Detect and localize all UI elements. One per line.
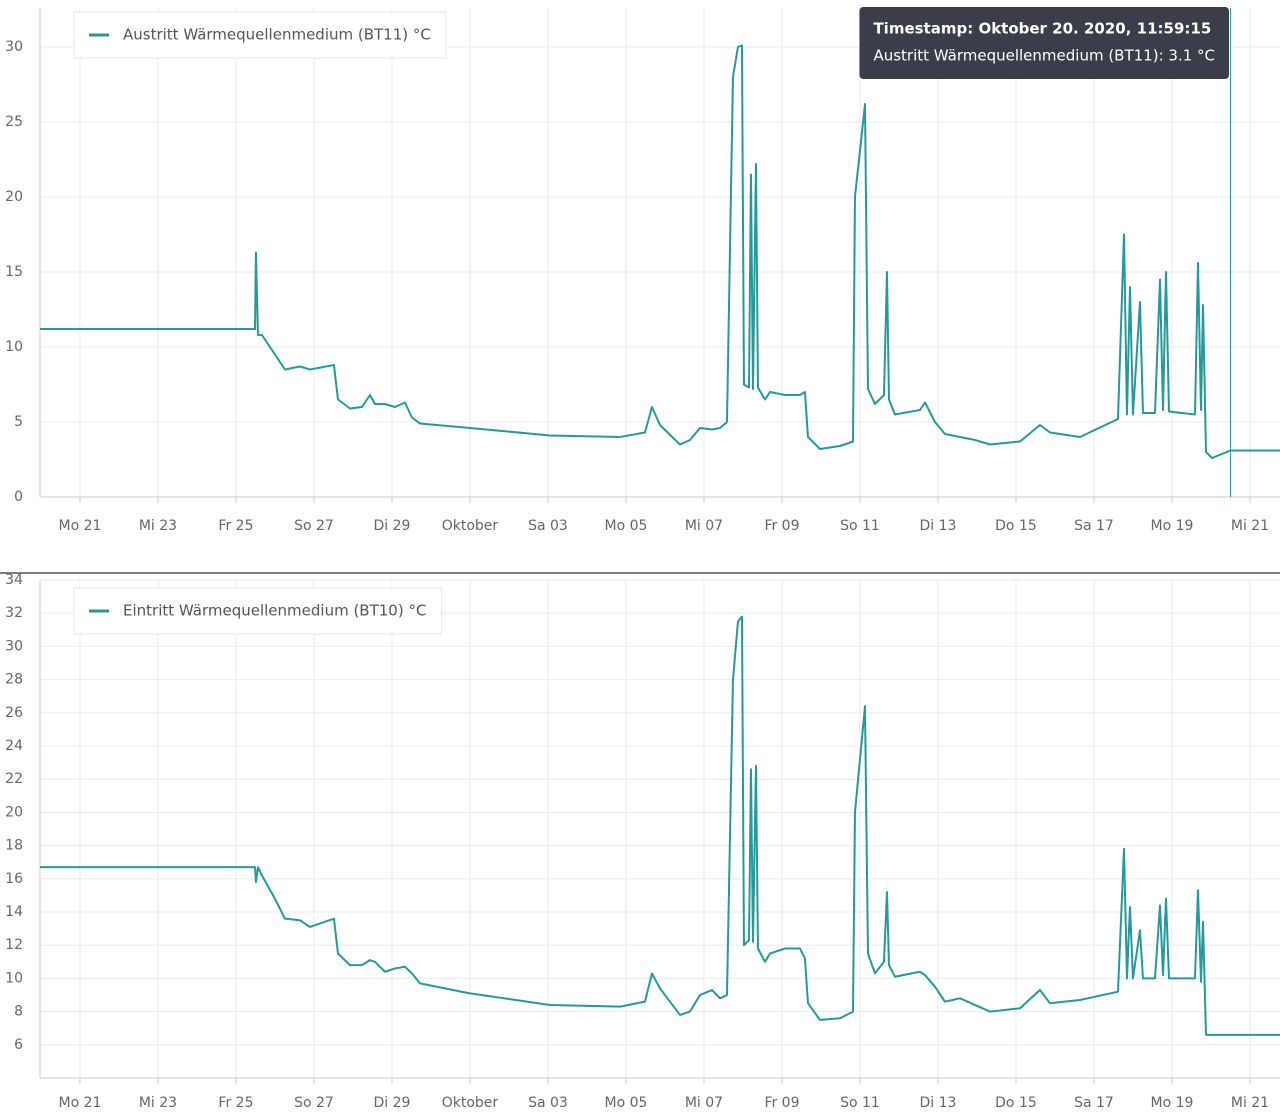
y-tick-label: 34 xyxy=(5,572,23,588)
x-tick-label: Sa 17 xyxy=(1074,518,1114,534)
x-tick-label: Mi 07 xyxy=(685,1095,723,1111)
x-tick-label: Mo 05 xyxy=(605,1095,648,1111)
y-tick-label: 30 xyxy=(5,638,23,654)
y-tick-label: 5 xyxy=(14,414,23,430)
x-tick-label: Oktober xyxy=(442,518,499,534)
y-tick-label: 24 xyxy=(5,738,23,754)
tooltip-box xyxy=(859,7,1229,79)
x-tick-label: So 11 xyxy=(840,518,880,534)
x-tick-label: Oktober xyxy=(442,1095,499,1111)
x-tick-label: So 11 xyxy=(840,1095,880,1111)
legend-label: Eintritt Wärmequellenmedium (BT10) °C xyxy=(123,602,426,620)
y-tick-label: 20 xyxy=(5,804,23,820)
y-tick-label: 16 xyxy=(5,871,23,887)
legend: Eintritt Wärmequellenmedium (BT10) °C xyxy=(73,587,442,635)
x-tick-label: Mo 05 xyxy=(605,518,648,534)
x-tick-label: Di 13 xyxy=(920,518,957,534)
y-tick-label: 14 xyxy=(5,904,23,920)
x-tick-label: Mo 21 xyxy=(58,1095,101,1111)
y-tick-label: 6 xyxy=(14,1037,23,1053)
x-tick-label: Do 15 xyxy=(995,1095,1037,1111)
y-tick-label: 8 xyxy=(14,1004,23,1020)
y-tick-label: 20 xyxy=(5,189,23,205)
x-tick-label: Do 15 xyxy=(995,518,1037,534)
legend-box xyxy=(73,587,442,635)
y-tick-label: 25 xyxy=(5,114,23,130)
x-tick-label: Sa 03 xyxy=(528,1095,568,1111)
x-tick-label: Fr 09 xyxy=(764,1095,799,1111)
y-tick-label: 30 xyxy=(5,39,23,55)
x-tick-label: Fr 25 xyxy=(218,1095,253,1111)
tooltip-text: Austritt Wärmequellenmedium (BT11): 3.1 … xyxy=(873,47,1215,65)
x-tick-label: Sa 03 xyxy=(528,518,568,534)
y-tick-label: 0 xyxy=(14,489,23,505)
series-line xyxy=(40,615,1280,1036)
x-tick-label: Mi 21 xyxy=(1231,1095,1269,1111)
y-tick-label: 10 xyxy=(5,970,23,986)
y-tick-label: 22 xyxy=(5,771,23,787)
y-tick-label: 15 xyxy=(5,264,23,280)
y-tick-label: 26 xyxy=(5,705,23,721)
tooltip: Timestamp: Oktober 20. 2020, 11:59:15 Aus… xyxy=(859,7,1229,79)
x-tick-label: Mo 21 xyxy=(58,518,101,534)
series-line xyxy=(40,44,1280,459)
y-tick-label: 32 xyxy=(5,605,23,621)
x-tick-label: Di 13 xyxy=(920,1095,957,1111)
tooltip-title: Timestamp: Oktober 20. 2020, 11:59:15 xyxy=(873,20,1211,38)
x-tick-label: Di 29 xyxy=(373,1095,410,1111)
x-tick-label: Fr 09 xyxy=(764,518,799,534)
legend-label: Austritt Wärmequellenmedium (BT11) °C xyxy=(123,26,431,44)
x-tick-label: Mi 07 xyxy=(685,518,723,534)
x-tick-label: Mi 23 xyxy=(139,518,177,534)
y-tick-label: 12 xyxy=(5,937,23,953)
x-tick-label: Mi 23 xyxy=(139,1095,177,1111)
legend-box xyxy=(73,11,447,59)
x-tick-label: Mi 21 xyxy=(1231,518,1269,534)
x-tick-label: Fr 25 xyxy=(218,518,253,534)
y-tick-label: 28 xyxy=(5,672,23,688)
x-tick-label: Mo 19 xyxy=(1151,518,1194,534)
y-tick-label: 10 xyxy=(5,339,23,355)
legend: Austritt Wärmequellenmedium (BT11) °C xyxy=(73,11,447,59)
x-tick-label: Sa 17 xyxy=(1074,1095,1114,1111)
x-tick-label: Mo 19 xyxy=(1151,1095,1194,1111)
y-tick-label: 18 xyxy=(5,838,23,854)
x-tick-label: Di 29 xyxy=(373,518,410,534)
x-tick-label: So 27 xyxy=(294,1095,334,1111)
x-tick-label: So 27 xyxy=(294,518,334,534)
